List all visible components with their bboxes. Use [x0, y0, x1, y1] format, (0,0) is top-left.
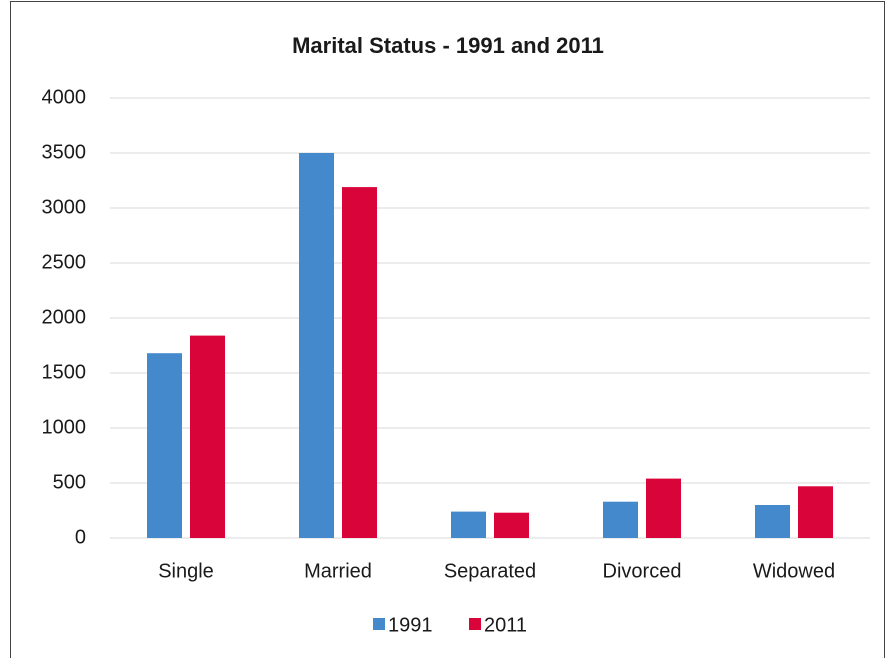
bar: [603, 501, 638, 538]
legend-swatch: [373, 618, 385, 630]
bar: [451, 511, 486, 538]
bar: [147, 353, 182, 538]
bar: [494, 512, 529, 538]
bar: [299, 153, 334, 538]
y-tick-label: 1500: [42, 361, 87, 383]
bar: [190, 335, 225, 538]
y-tick-label: 2500: [42, 251, 87, 273]
x-tick-label: Widowed: [753, 560, 835, 582]
x-tick-label: Married: [304, 560, 372, 582]
y-tick-label: 3000: [42, 196, 87, 218]
chart-frame: [10, 1, 885, 658]
y-tick-label: 3500: [42, 141, 87, 163]
x-tick-label: Divorced: [603, 560, 682, 582]
x-tick-label: Single: [158, 560, 214, 582]
y-tick-label: 2000: [42, 306, 87, 328]
legend-swatch: [469, 618, 481, 630]
bar: [342, 187, 377, 538]
bar: [798, 486, 833, 538]
chart-title: Marital Status - 1991 and 2011: [292, 33, 604, 58]
bar: [755, 505, 790, 538]
legend-label: 1991: [388, 614, 433, 636]
y-tick-label: 4000: [42, 86, 87, 108]
y-tick-label: 1000: [42, 416, 87, 438]
x-tick-label: Separated: [444, 560, 536, 582]
bar: [646, 478, 681, 538]
y-tick-label: 500: [53, 471, 86, 493]
legend-label: 2011: [484, 614, 527, 636]
y-tick-label: 0: [75, 526, 86, 548]
